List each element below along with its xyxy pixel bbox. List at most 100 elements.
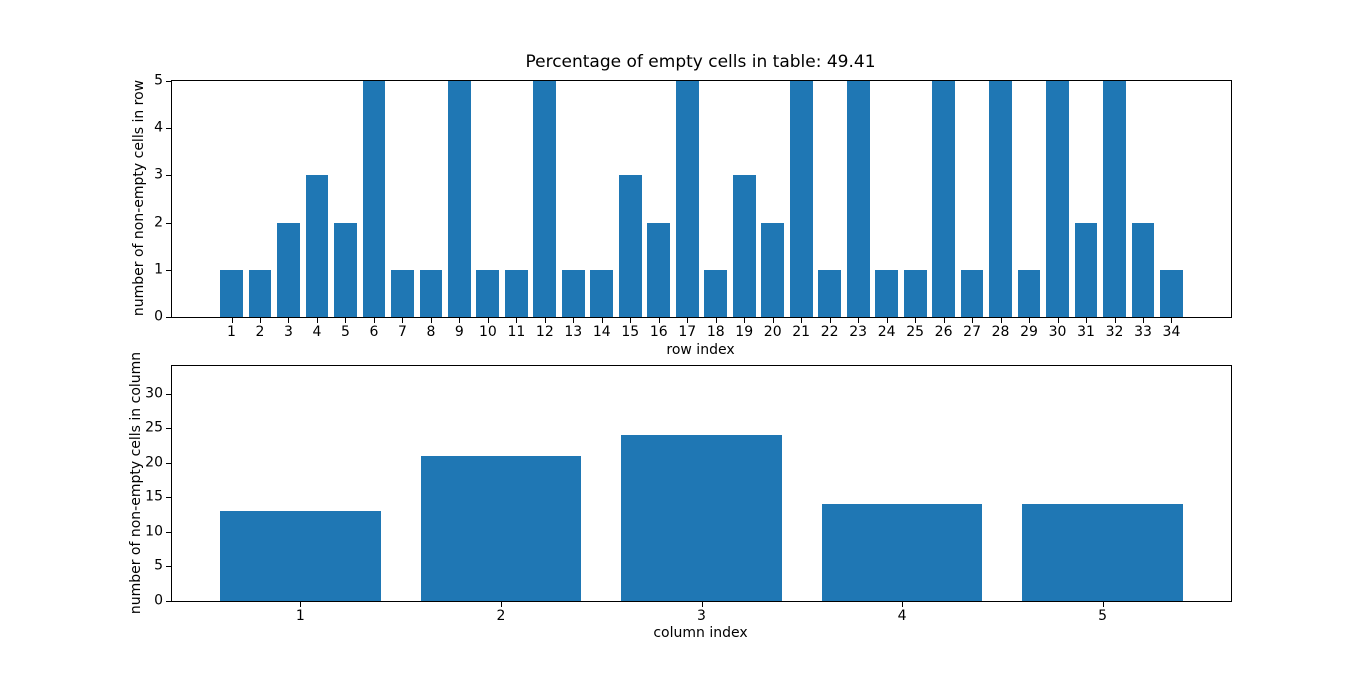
- bar-19: [732, 175, 756, 317]
- x-tick-label: 4: [312, 324, 322, 340]
- bar-8: [419, 269, 443, 317]
- x-tick: [658, 318, 660, 323]
- bar-34: [1160, 269, 1183, 317]
- bar-33: [1131, 222, 1155, 317]
- y-tick: [166, 601, 171, 602]
- bar-30: [1046, 81, 1069, 317]
- chart-title: Percentage of empty cells in table: 49.4…: [525, 52, 876, 72]
- x-tick-label: 18: [706, 324, 725, 340]
- x-tick: [300, 602, 302, 607]
- bar-31: [1074, 222, 1098, 317]
- plot-area-rows: 1 2 3 4 5 6 7 8 9 10 11 12 13 14 15 16 17 18 19 20 21 22 23 24 2…: [154, 73, 1232, 340]
- y-tick-label: 1: [154, 261, 163, 278]
- bar-15: [618, 175, 642, 317]
- x-tick-label: 34: [1162, 324, 1181, 340]
- x-tick: [858, 318, 860, 323]
- y-tick-label: 2: [154, 214, 163, 231]
- x-tick: [1114, 318, 1116, 323]
- x-tick-label: 3: [284, 324, 293, 340]
- x-tick-label: 30: [1048, 324, 1067, 340]
- bar-18: [704, 269, 728, 317]
- bar-10: [476, 269, 500, 317]
- x-tick: [1102, 602, 1104, 607]
- bar-29: [1017, 269, 1041, 317]
- x-tick-label: 24: [877, 324, 896, 340]
- y-tick-label: 5: [154, 72, 163, 89]
- x-tick: [516, 318, 518, 323]
- x-tick-label: 25: [906, 324, 925, 340]
- bar-4: [821, 504, 983, 601]
- bar-1: [220, 269, 243, 317]
- x-tick: [772, 318, 774, 323]
- x-tick: [1000, 318, 1002, 323]
- y-tick: [166, 462, 171, 464]
- y-tick-label: 5: [154, 557, 163, 574]
- x-tick-label: 17: [678, 324, 697, 340]
- bar-24: [875, 269, 899, 317]
- x-tick-label: 10: [478, 324, 497, 340]
- x-tick-label: 7: [397, 324, 407, 340]
- bar-25: [903, 269, 927, 317]
- x-tick-label: 23: [849, 324, 868, 340]
- x-tick-label: 8: [426, 324, 436, 340]
- y-tick: [166, 269, 171, 271]
- x-tick: [1142, 318, 1144, 323]
- x-tick-label: 3: [697, 608, 706, 624]
- x-tick-label: 33: [1134, 324, 1152, 340]
- x-tick: [430, 318, 432, 323]
- x-tick: [573, 318, 575, 323]
- y-tick: [166, 393, 171, 395]
- bar-1: [220, 511, 381, 601]
- y-tick: [166, 317, 171, 318]
- y-tick: [166, 531, 171, 533]
- x-tick: [1086, 318, 1088, 323]
- x-tick: [544, 318, 546, 323]
- bar-22: [818, 269, 842, 317]
- x-tick: [316, 318, 318, 323]
- y-tick-label: 0: [154, 592, 163, 609]
- x-tick-label: 13: [564, 324, 583, 340]
- x-tick-label: 1: [295, 608, 305, 624]
- y-tick: [166, 175, 171, 177]
- bar-2: [420, 455, 582, 601]
- x-tick-label: 27: [963, 324, 981, 340]
- bar-12: [533, 81, 557, 317]
- x-tick: [801, 318, 803, 323]
- x-tick: [1057, 318, 1059, 323]
- y-tick-label: 15: [145, 488, 163, 505]
- x-tick-label: 11: [507, 324, 526, 340]
- y-tick-label: 0: [154, 308, 163, 325]
- y-tick: [166, 81, 171, 82]
- x-tick: [886, 318, 888, 323]
- bar-3: [277, 222, 300, 317]
- x-tick-label: 21: [792, 324, 811, 340]
- bar-4: [305, 175, 329, 317]
- x-tick: [715, 318, 717, 323]
- x-tick: [701, 602, 703, 607]
- x-tick-label: 4: [897, 608, 907, 624]
- x-tick: [288, 318, 290, 323]
- x-tick-label: 29: [1020, 324, 1038, 340]
- x-tick-label: 16: [649, 324, 668, 340]
- x-tick-label: 2: [255, 324, 265, 340]
- bar-14: [590, 269, 614, 317]
- y-tick-label: 25: [145, 419, 163, 436]
- x-tick: [459, 318, 461, 323]
- x-tick-label: 20: [763, 324, 782, 340]
- x-tick-label: 26: [934, 324, 953, 340]
- x-tick: [500, 602, 502, 607]
- bar-20: [761, 222, 785, 317]
- x-tick: [373, 318, 375, 323]
- x-tick: [231, 318, 233, 323]
- bar-9: [448, 81, 471, 317]
- x-tick-label: 5: [1098, 608, 1108, 624]
- x-tick-label: 19: [735, 324, 754, 340]
- bar-28: [989, 81, 1012, 317]
- y-tick: [166, 566, 171, 568]
- x-tick: [943, 318, 945, 323]
- bar-7: [391, 269, 414, 317]
- x-tick: [829, 318, 831, 323]
- y-tick-label: 4: [154, 119, 163, 136]
- x-tick: [915, 318, 917, 323]
